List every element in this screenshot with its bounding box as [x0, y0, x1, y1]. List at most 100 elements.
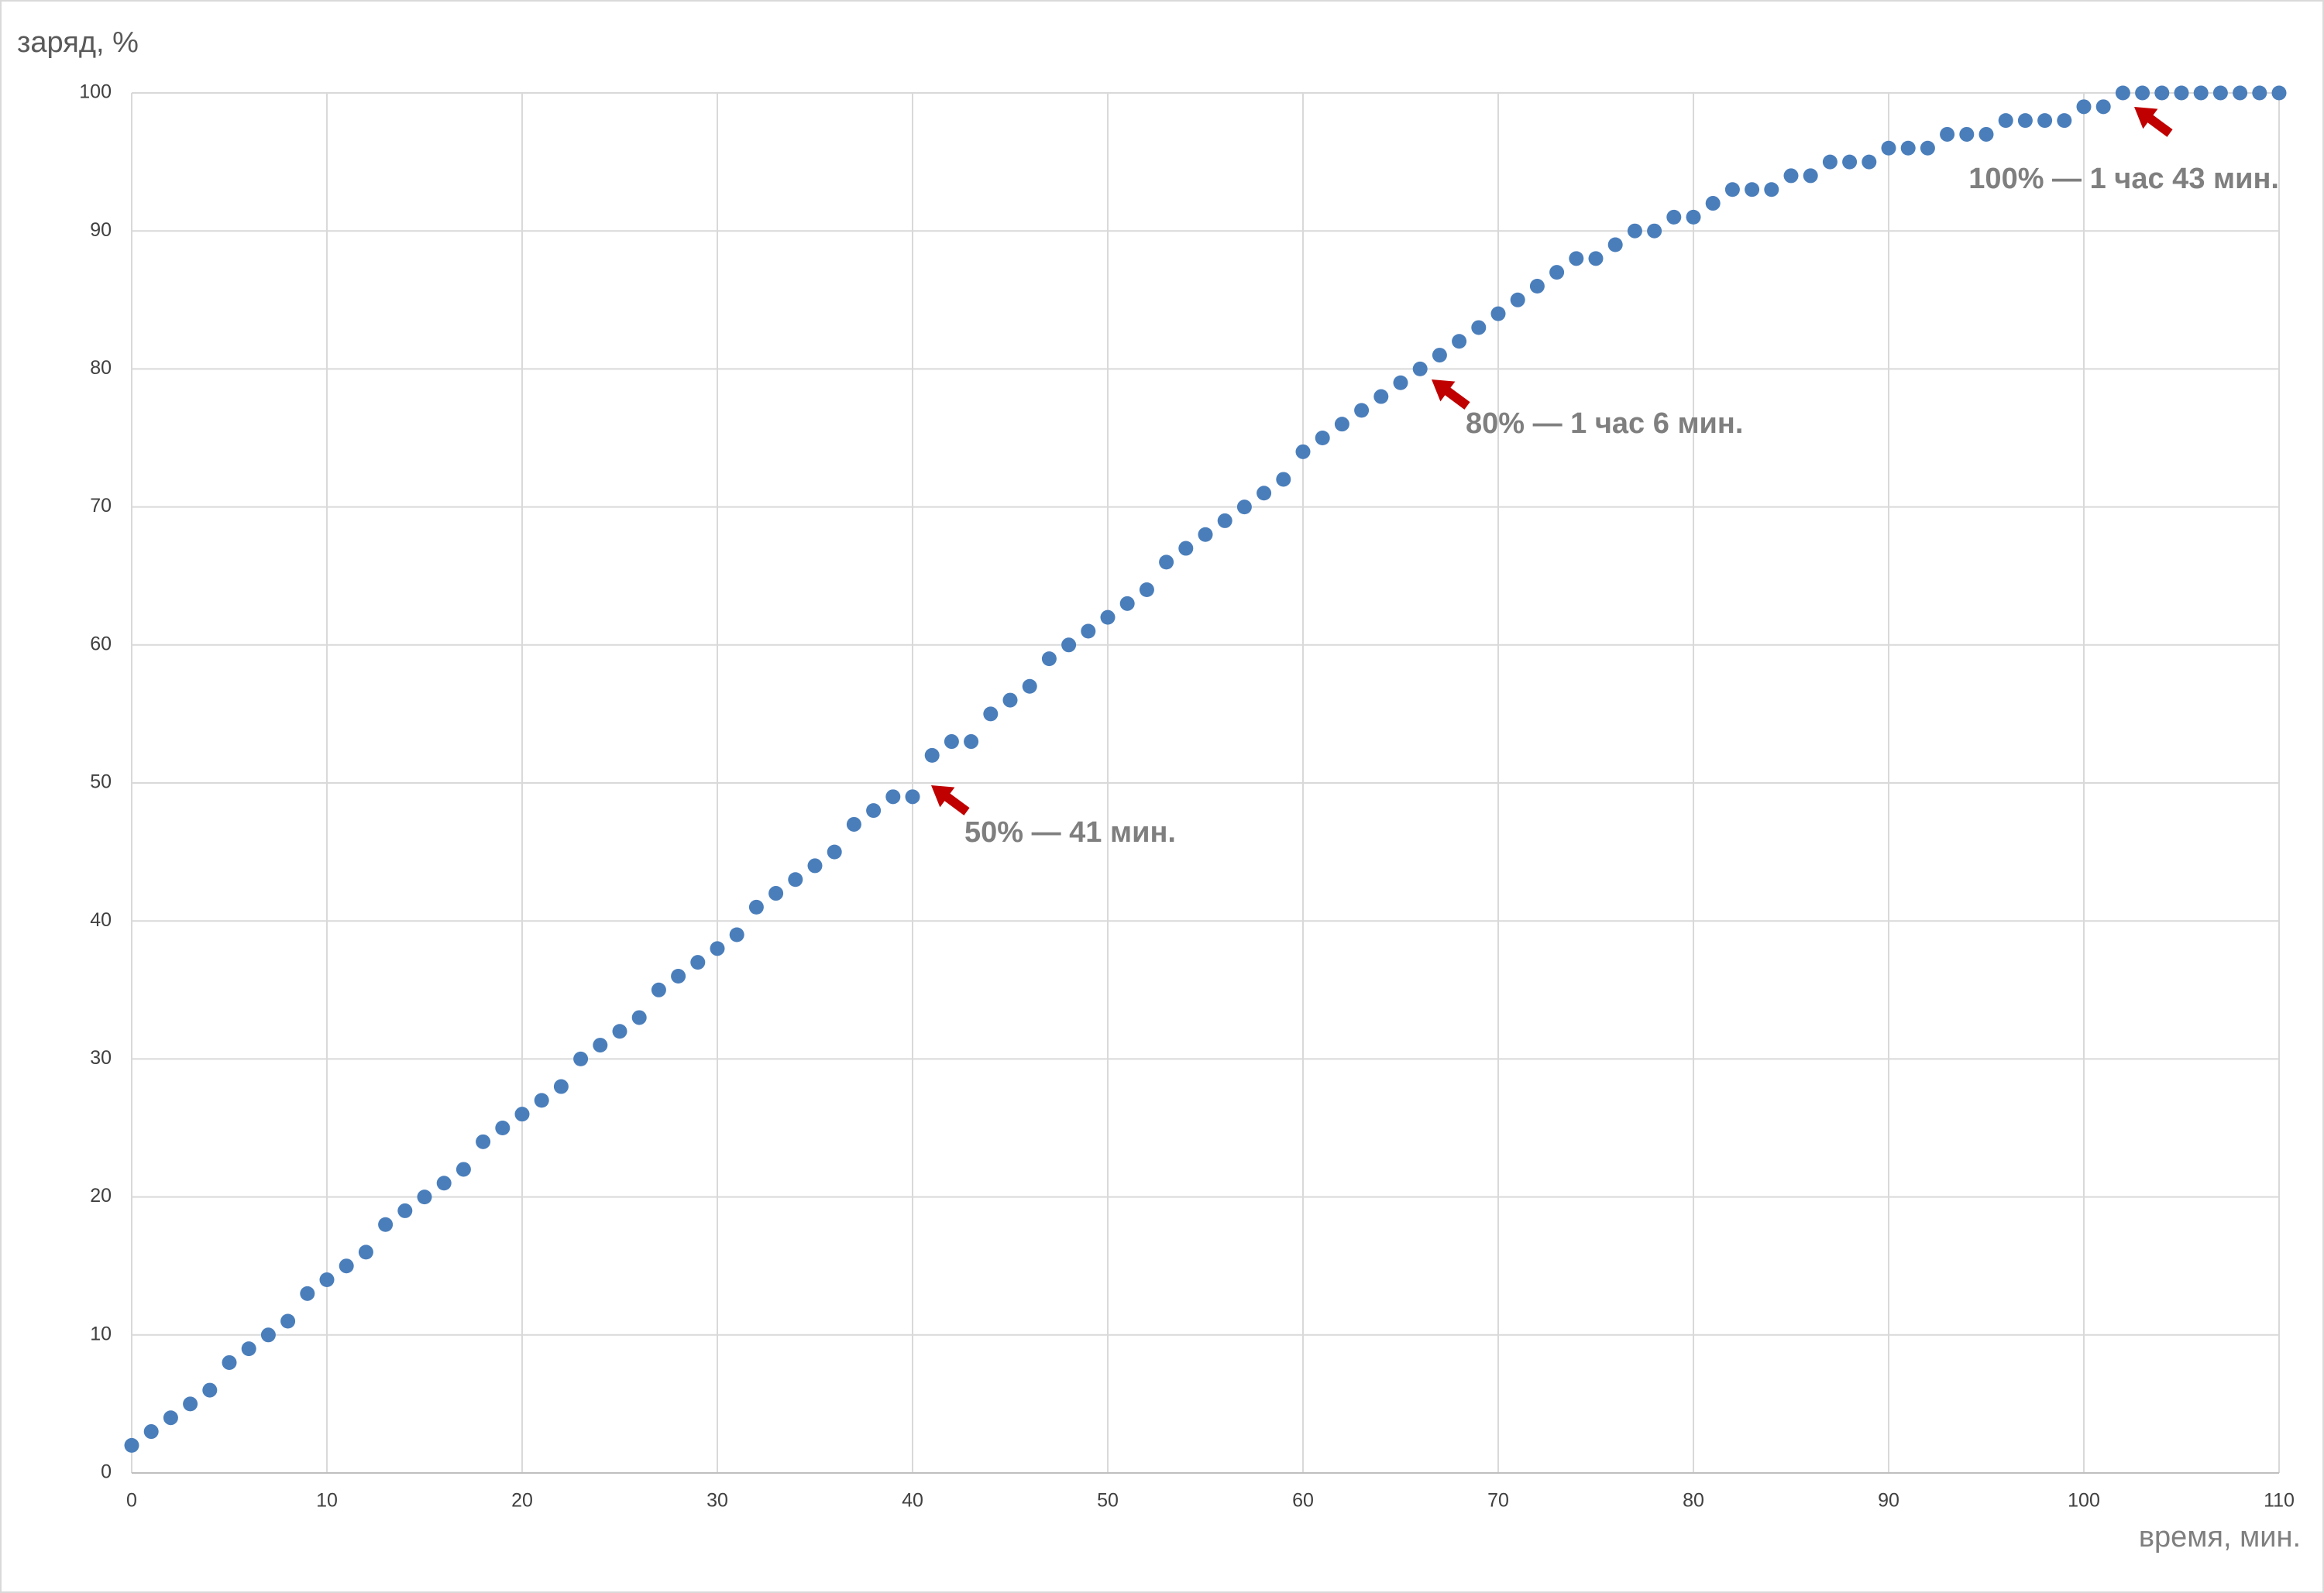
point	[1236, 500, 1252, 515]
x-tick-label: 20	[511, 1490, 533, 1512]
point	[2095, 99, 2111, 115]
point	[534, 1093, 549, 1108]
annotation: 80% — 1 час 6 мин.	[1466, 407, 1743, 440]
point	[1940, 126, 1955, 142]
point	[436, 1176, 452, 1191]
point	[593, 1038, 608, 1053]
point	[2057, 113, 2072, 129]
point	[710, 941, 725, 956]
point	[651, 982, 666, 997]
point	[124, 1437, 139, 1453]
point	[1354, 403, 1370, 418]
point	[1627, 223, 1642, 239]
point	[2154, 85, 2170, 101]
point	[690, 955, 706, 970]
point	[1569, 251, 1584, 266]
point	[1959, 126, 1975, 142]
point	[202, 1382, 218, 1398]
y-tick-label: 50	[90, 771, 112, 793]
x-tick-label: 10	[316, 1490, 338, 1512]
y-tick-label: 90	[90, 219, 112, 241]
point	[983, 706, 999, 722]
y-tick-label: 20	[90, 1185, 112, 1207]
point	[1295, 444, 1311, 459]
point	[2212, 85, 2228, 101]
point	[768, 886, 784, 901]
point	[1666, 209, 1682, 225]
x-tick-label: 40	[902, 1490, 923, 1512]
y-tick-label: 100	[79, 81, 112, 103]
point	[1842, 154, 1858, 170]
point	[300, 1286, 315, 1301]
point	[2252, 85, 2267, 101]
point	[1315, 431, 1330, 445]
point	[280, 1313, 296, 1329]
point	[495, 1121, 511, 1135]
point	[964, 734, 979, 750]
point	[1745, 182, 1760, 197]
point	[143, 1424, 159, 1440]
point	[1276, 472, 1291, 487]
x-tick-label: 0	[126, 1490, 137, 1512]
point	[1686, 209, 1701, 225]
point	[2135, 85, 2150, 101]
annotation: 50% — 41 мин.	[964, 816, 1176, 849]
x-tick-label: 60	[1292, 1490, 1314, 1512]
point	[1978, 126, 1994, 142]
point	[1588, 251, 1604, 266]
point	[1900, 140, 1916, 156]
point	[1724, 182, 1740, 197]
point	[2233, 85, 2248, 101]
x-tick-label: 80	[1683, 1490, 1704, 1512]
point	[1217, 513, 1232, 528]
point	[573, 1051, 589, 1066]
y-tick-label: 80	[90, 357, 112, 379]
y-tick-label: 0	[101, 1461, 112, 1483]
point	[163, 1410, 178, 1426]
point	[241, 1341, 256, 1357]
point	[1257, 486, 1272, 501]
y-tick-label: 70	[90, 495, 112, 517]
point	[1178, 541, 1194, 556]
point	[2193, 85, 2209, 101]
point	[2017, 113, 2033, 129]
point	[2076, 99, 2092, 115]
point	[378, 1217, 394, 1232]
x-tick-label: 90	[1878, 1490, 1899, 1512]
point	[1764, 182, 1779, 197]
point	[1002, 692, 1018, 708]
annotation-arrow	[931, 785, 970, 815]
point	[456, 1162, 471, 1177]
x-tick-label: 70	[1487, 1490, 1509, 1512]
point	[1041, 651, 1057, 667]
point	[2037, 113, 2053, 129]
point	[260, 1327, 276, 1343]
point	[1803, 168, 1818, 184]
point	[1139, 582, 1154, 598]
point	[1452, 334, 1467, 349]
point	[1393, 375, 1408, 390]
point	[476, 1134, 491, 1149]
point	[1412, 361, 1428, 376]
x-tick-label: 110	[2264, 1490, 2295, 1512]
point	[671, 968, 686, 984]
point	[1705, 196, 1721, 211]
point	[1100, 609, 1116, 625]
point	[827, 844, 842, 860]
point	[514, 1107, 530, 1122]
point	[1119, 596, 1135, 611]
point	[1549, 265, 1565, 280]
point	[319, 1272, 335, 1288]
y-tick-label: 40	[90, 909, 112, 931]
point	[885, 789, 901, 805]
point	[788, 872, 803, 887]
x-tick-label: 100	[2068, 1490, 2100, 1512]
point	[846, 816, 861, 832]
point	[1081, 623, 1096, 639]
point	[1334, 417, 1349, 432]
point	[1881, 140, 1896, 156]
point	[1529, 278, 1545, 294]
point	[807, 858, 823, 874]
point	[1022, 678, 1037, 694]
